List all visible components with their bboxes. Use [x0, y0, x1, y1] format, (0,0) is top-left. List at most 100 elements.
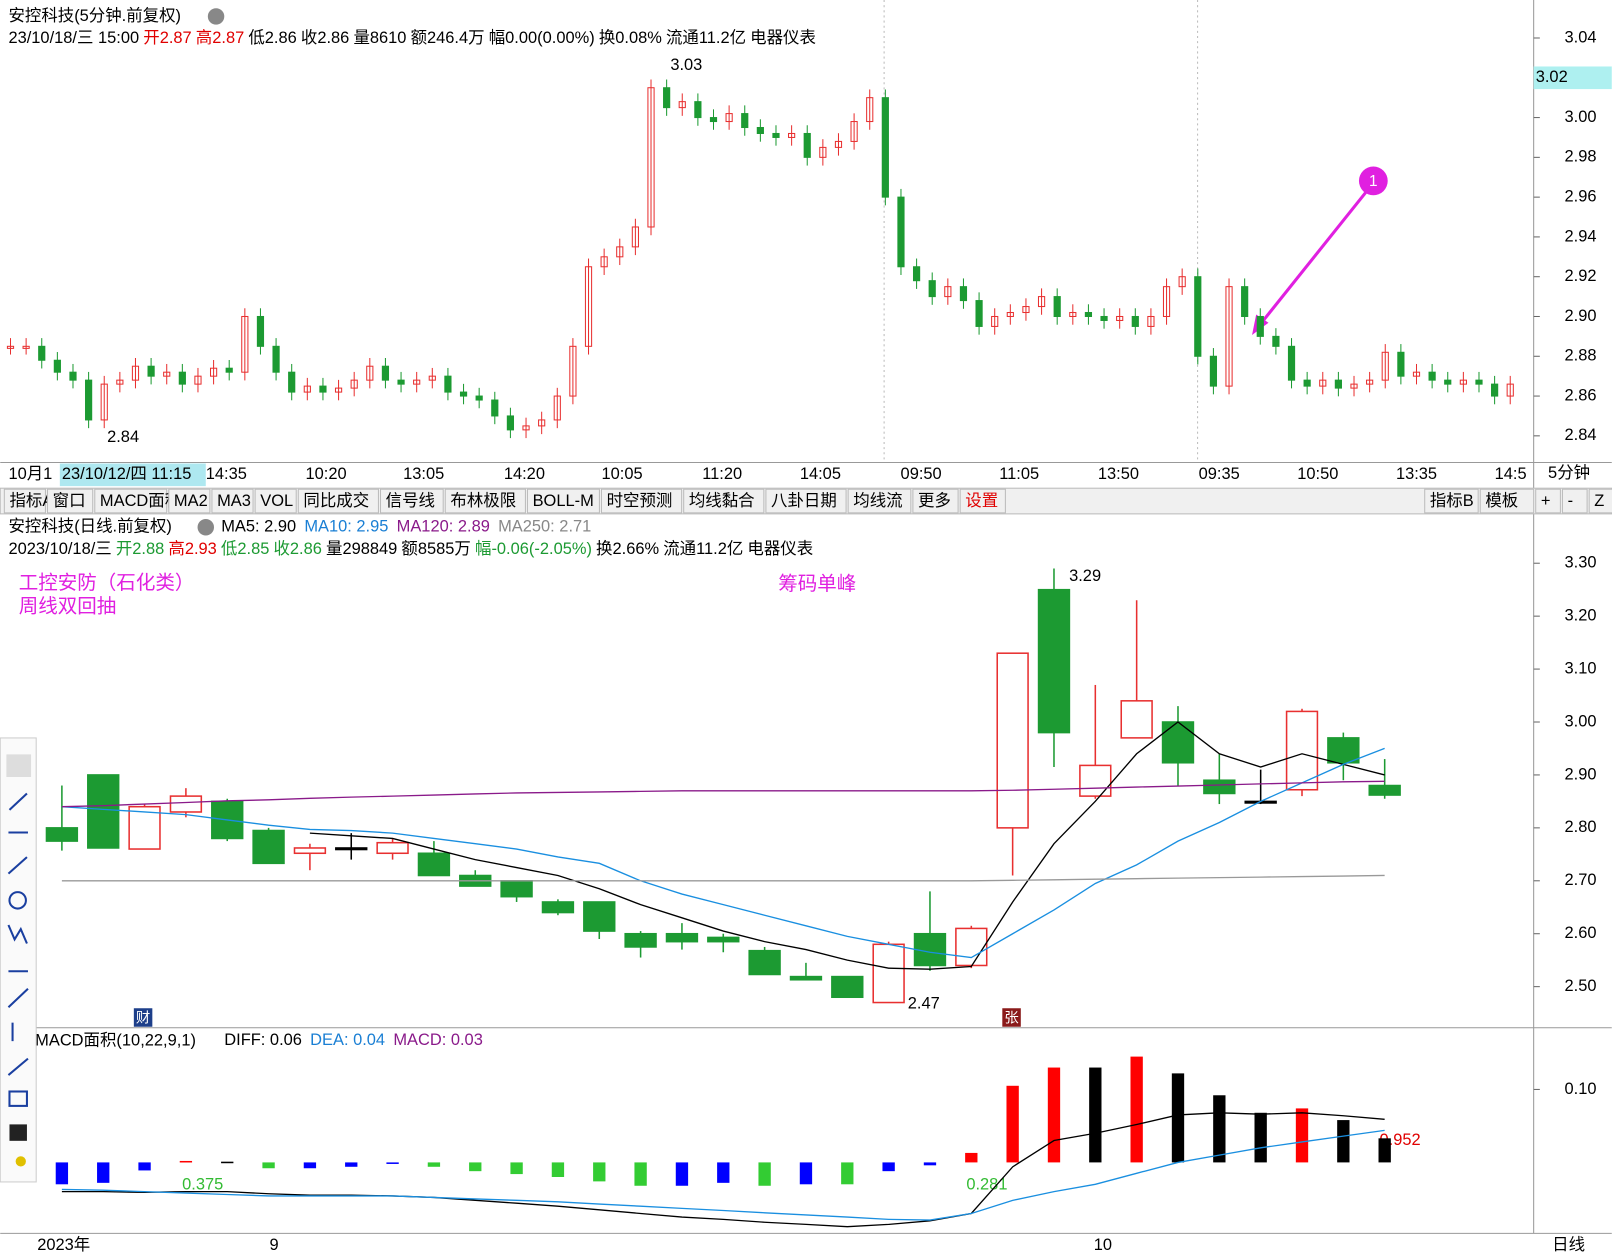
field: 额246.4万	[411, 29, 485, 47]
toolbar-label[interactable]: 同比成交	[303, 492, 369, 510]
macd-bar	[221, 1161, 234, 1164]
line-tool[interactable]	[8, 792, 28, 811]
channel-tool[interactable]	[7, 856, 28, 875]
toolbar-button[interactable]	[1588, 488, 1612, 514]
period-label[interactable]: 日线	[1552, 1236, 1585, 1254]
macd-bar	[965, 1152, 978, 1163]
macd-bar	[1337, 1120, 1350, 1163]
toolbar-button[interactable]	[959, 488, 1006, 514]
drawing-toolbar-bg	[0, 737, 37, 1183]
toolbar-label[interactable]: 布林极限	[450, 492, 516, 510]
y-tick-label: 3.04	[1565, 28, 1597, 46]
toolbar-button[interactable]	[526, 488, 600, 514]
eraser-tool[interactable]	[15, 1156, 26, 1167]
toolbar-label[interactable]: BOLL-M	[533, 492, 594, 510]
toolbar-label[interactable]: 信号线	[386, 492, 435, 510]
y-tick-label: 2.90	[1565, 765, 1597, 783]
toolbar-button[interactable]	[600, 488, 683, 514]
circle-tool[interactable]	[8, 891, 27, 910]
macd-bar	[303, 1162, 317, 1169]
toolbar-button[interactable]	[683, 488, 765, 514]
toolbar-label[interactable]: MA3	[217, 492, 251, 510]
toolbar-button[interactable]	[297, 488, 379, 514]
time-label: 13:35	[1396, 465, 1437, 483]
candle-body	[169, 795, 203, 813]
drawing-toolbar	[0, 737, 37, 1183]
toolbar-button[interactable]	[379, 488, 444, 514]
fan-tool[interactable]	[7, 987, 29, 1008]
toolbar-button[interactable]	[254, 488, 297, 514]
high-label: 3.29	[1069, 567, 1101, 585]
candle-body	[1120, 700, 1153, 739]
candle-body	[1327, 737, 1360, 764]
toolbar-button[interactable]	[1479, 488, 1535, 514]
time-label: 23/10/12/四 11:15	[62, 465, 191, 483]
macd-bar	[1378, 1138, 1391, 1163]
toolbar-button[interactable]	[847, 488, 912, 514]
macd-bar	[427, 1162, 441, 1167]
candle-body	[128, 805, 161, 850]
ma-labels: MA5: 2.90 MA10: 2.95 MA120: 2.89 MA250: 2.7…	[221, 518, 591, 536]
wave-tool[interactable]	[7, 924, 28, 944]
macd-bar	[1213, 1095, 1226, 1163]
settings-icon[interactable]	[197, 519, 214, 536]
toolbar-label[interactable]: 均线流	[853, 492, 902, 510]
toolbar-button[interactable]	[168, 488, 211, 514]
toolbar-label[interactable]: 时空预测	[607, 492, 673, 510]
toolbar-label[interactable]: MACD面积	[100, 492, 181, 510]
toolbar-label[interactable]: Z	[1594, 492, 1604, 510]
field: 收2.86	[301, 29, 349, 47]
toolbar-label[interactable]: 窗口	[53, 492, 86, 510]
toolbar-label[interactable]: +	[1541, 492, 1551, 510]
candle-body	[417, 852, 451, 877]
field: DIFF: 0.06	[224, 1031, 302, 1049]
toolbar-button[interactable]	[912, 488, 959, 514]
y-tick-label: 3.20	[1565, 606, 1597, 624]
toolbar-button[interactable]	[444, 488, 526, 514]
text-tool[interactable]	[9, 1124, 27, 1141]
note: 周线双回抽	[19, 596, 117, 618]
time-label: 11:20	[702, 465, 742, 483]
pen-tool[interactable]	[7, 1057, 29, 1076]
y-tick-label: 2.50	[1565, 977, 1597, 995]
toolbar-label[interactable]: 指标B	[1430, 492, 1474, 510]
toolbar-label[interactable]: 设置	[965, 492, 998, 510]
toolbar-label[interactable]: MA2	[174, 492, 208, 510]
close-tool[interactable]	[6, 754, 32, 777]
candle-body	[335, 847, 368, 851]
toolbar-button[interactable]	[1561, 488, 1588, 514]
rect-tool[interactable]	[8, 1090, 28, 1107]
candle-body	[252, 829, 285, 865]
badge[interactable]	[133, 1008, 153, 1027]
toolbar-label[interactable]: 均线黏合	[689, 492, 755, 510]
field: 开2.88	[116, 540, 164, 558]
period-label[interactable]: 5分钟	[1548, 464, 1590, 482]
toolbar-button[interactable]	[765, 488, 847, 514]
toolbar-button[interactable]	[46, 488, 94, 514]
toolbar-label[interactable]: 指标A	[9, 492, 53, 510]
toolbar-button[interactable]	[1535, 488, 1561, 514]
candle-body	[293, 847, 327, 855]
toolbar-label[interactable]: 更多	[918, 492, 951, 510]
toolbar-label[interactable]: 模板	[1485, 492, 1518, 510]
macd-annotation: 0.375	[182, 1175, 223, 1193]
toolbar-button[interactable]	[1424, 488, 1479, 514]
candle-body	[748, 949, 781, 976]
field: 开2.87	[143, 29, 191, 47]
note: 筹码单峰	[778, 573, 856, 595]
candle-body	[500, 880, 533, 898]
toolbar-label[interactable]: 八卦日期	[771, 492, 837, 510]
settings-icon[interactable]	[207, 8, 225, 25]
low-label: 2.84	[107, 428, 139, 446]
toolbar-label[interactable]: VOL	[260, 492, 293, 510]
time-label: 10:05	[601, 465, 642, 483]
toolbar-button[interactable]	[3, 488, 46, 514]
badge[interactable]	[1002, 1008, 1021, 1027]
toolbar-button[interactable]	[211, 488, 254, 514]
toolbar-label[interactable]: -	[1568, 492, 1573, 510]
toolbar-button[interactable]	[94, 488, 168, 514]
field: 量298849	[326, 540, 397, 558]
time-label: 14:20	[504, 465, 545, 483]
daily-title: 安控科技(日线.前复权)	[8, 518, 171, 536]
